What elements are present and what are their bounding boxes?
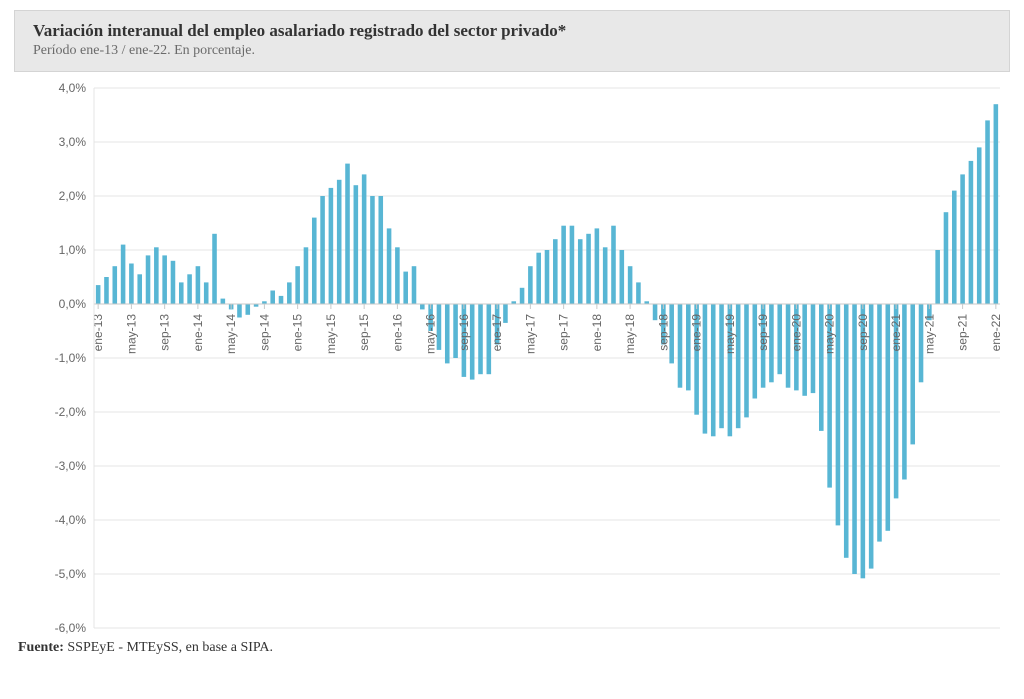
svg-text:-6,0%: -6,0% (55, 621, 87, 635)
svg-text:sep-15: sep-15 (357, 314, 371, 351)
source-text: SSPEyE - MTEySS, en base a SIPA. (64, 640, 273, 655)
svg-text:-4,0%: -4,0% (55, 513, 87, 527)
svg-text:may-14: may-14 (224, 314, 238, 354)
svg-text:may-13: may-13 (124, 314, 138, 354)
svg-text:3,0%: 3,0% (59, 135, 87, 149)
svg-text:ene-19: ene-19 (690, 314, 704, 352)
bar-chart-svg: -6,0% -5,0% -4,0% -3,0% -2,0% -1,0% 0,0% 1,0% 2,… (14, 78, 1010, 638)
svg-text:ene-18: ene-18 (590, 314, 604, 352)
svg-text:2,0%: 2,0% (59, 189, 87, 203)
chart-source: Fuente: SSPEyE - MTEySS, en base a SIPA. (14, 640, 1010, 656)
svg-text:ene-20: ene-20 (789, 314, 803, 352)
svg-text:ene-17: ene-17 (490, 314, 504, 352)
chart-title: Variación interanual del empleo asalaria… (33, 21, 991, 41)
svg-text:may-19: may-19 (723, 314, 737, 354)
svg-text:-3,0%: -3,0% (55, 459, 87, 473)
svg-text:-1,0%: -1,0% (55, 351, 87, 365)
chart-subtitle: Período ene-13 / ene-22. En porcentaje. (33, 43, 991, 59)
svg-text:sep-14: sep-14 (257, 314, 271, 351)
svg-text:ene-13: ene-13 (91, 314, 105, 352)
svg-text:sep-17: sep-17 (557, 314, 571, 351)
chart-area: -6,0% -5,0% -4,0% -3,0% -2,0% -1,0% 0,0% 1,0% 2,… (14, 78, 1010, 638)
svg-text:ene-15: ene-15 (291, 314, 305, 352)
svg-text:may-15: may-15 (324, 314, 338, 354)
svg-text:may-17: may-17 (523, 314, 537, 354)
svg-text:ene-21: ene-21 (889, 314, 903, 352)
svg-text:ene-22: ene-22 (989, 314, 1003, 352)
figure-container: Variación interanual del empleo asalaria… (0, 0, 1024, 699)
svg-text:sep-18: sep-18 (656, 314, 670, 351)
svg-text:may-20: may-20 (823, 314, 837, 354)
svg-text:sep-13: sep-13 (158, 314, 172, 351)
svg-text:1,0%: 1,0% (59, 243, 87, 257)
svg-text:ene-16: ene-16 (390, 314, 404, 352)
svg-text:sep-16: sep-16 (457, 314, 471, 351)
svg-text:-5,0%: -5,0% (55, 567, 87, 581)
svg-text:may-16: may-16 (424, 314, 438, 354)
svg-text:ene-14: ene-14 (191, 314, 205, 352)
svg-text:may-18: may-18 (623, 314, 637, 354)
svg-text:may-21: may-21 (922, 314, 936, 354)
svg-text:sep-19: sep-19 (756, 314, 770, 351)
svg-text:0,0%: 0,0% (59, 297, 87, 311)
source-label: Fuente: (18, 640, 64, 655)
svg-text:4,0%: 4,0% (59, 81, 87, 95)
svg-text:-2,0%: -2,0% (55, 405, 87, 419)
chart-header: Variación interanual del empleo asalaria… (14, 10, 1010, 72)
svg-text:sep-21: sep-21 (956, 314, 970, 351)
svg-text:sep-20: sep-20 (856, 314, 870, 351)
